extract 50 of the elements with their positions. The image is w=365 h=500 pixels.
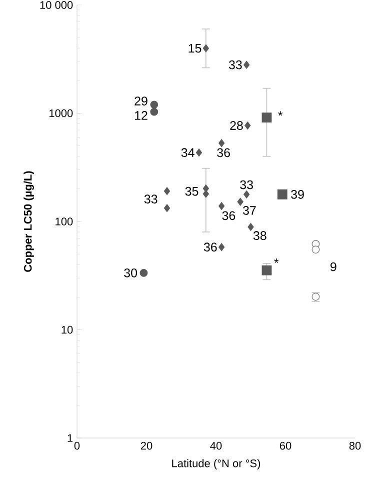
point [202,44,209,52]
point [248,223,254,231]
point [244,190,250,198]
annotation: 30 [124,268,138,278]
annotation: 29 [134,96,148,106]
annotation: 33 [228,60,242,70]
x-axis-title: Latitude (°N or °S) [172,459,260,470]
point [164,204,170,212]
annotation: 9 [330,262,336,272]
point [196,148,202,157]
point [164,187,170,196]
x-tick-label: 0 [74,442,80,450]
annotation: 28 [230,121,243,130]
point [218,243,225,252]
y-tick-label: 10 [62,326,73,334]
point [150,108,158,116]
annotation: 36 [217,148,230,158]
annotation: 15 [188,44,202,53]
annotation: 34 [181,148,194,158]
annotation: * [274,258,279,263]
y-axis-title: Copper LC50 (µg/L) [24,171,34,272]
point [140,268,148,277]
annotation: 12 [134,111,148,120]
annotation: 33 [240,180,253,190]
point [218,139,225,148]
annotation: 38 [253,231,266,240]
annotation: 35 [185,186,198,196]
x-tick-label: 80 [349,442,361,450]
point [244,122,251,130]
annotation: 36 [222,211,236,220]
y-tick-label: 10 000 [40,1,73,9]
annotation: * [278,111,283,116]
y-tick-label: 1 [68,434,73,442]
point [262,265,272,276]
annotation: 39 [291,190,304,199]
point [237,198,244,206]
x-tick-label: 20 [140,442,152,450]
x-tick-label: 60 [280,442,292,450]
point [218,202,225,210]
y-tick-label: 100 [56,218,73,226]
y-tick-label: 1000 [50,109,73,118]
annotation: 36 [204,242,217,252]
annotation: 33 [144,194,158,204]
annotation: 37 [242,206,256,215]
point [262,112,272,123]
point [244,60,250,69]
point [277,189,288,200]
x-tick-label: 40 [210,442,222,450]
point [150,100,158,109]
point [312,246,320,254]
